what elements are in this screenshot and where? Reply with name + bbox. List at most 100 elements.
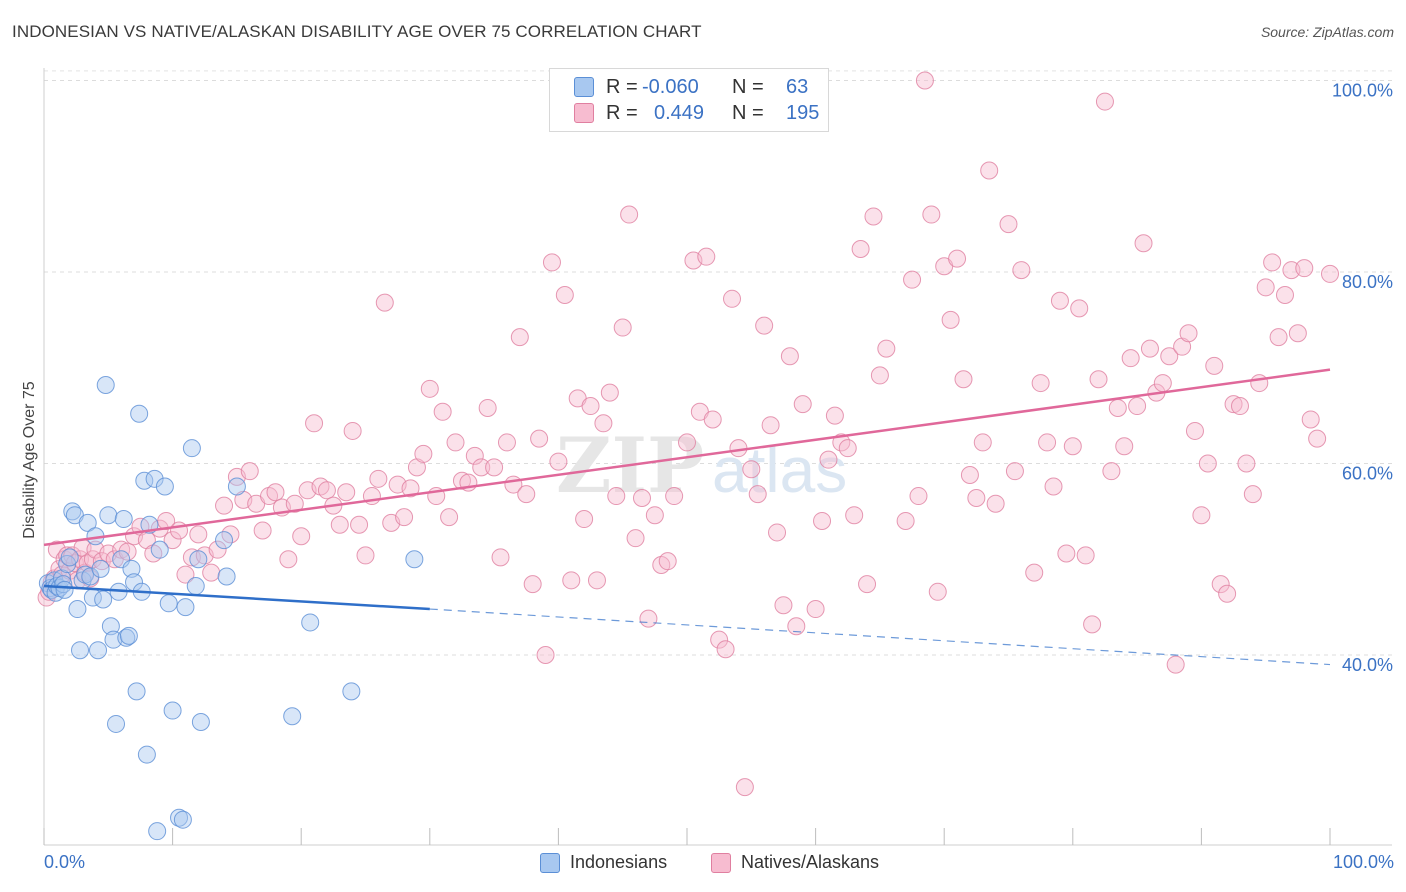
correlation-legend: R = -0.060 N = 63 R = 0.449 N = 195 — [549, 68, 829, 132]
native-point — [1211, 575, 1230, 594]
watermark-atlas: atlas — [712, 434, 847, 506]
native-point — [710, 630, 729, 649]
native-point — [1301, 410, 1320, 429]
native-point — [620, 205, 639, 224]
indonesian-point — [342, 682, 361, 701]
source-label: Source: ZipAtlas.com — [1260, 24, 1394, 40]
native-point — [665, 487, 684, 506]
native-point — [517, 485, 536, 504]
native-point — [600, 383, 619, 402]
native-point — [658, 552, 677, 571]
legend-row-indonesians: R = -0.060 N = 63 — [574, 75, 808, 99]
native-point — [1089, 370, 1108, 389]
native-point — [819, 450, 838, 469]
native-point — [1218, 584, 1237, 603]
indonesian-point — [155, 477, 174, 496]
native-point — [915, 71, 934, 90]
native-point — [555, 285, 574, 304]
indonesian-point — [96, 375, 115, 394]
x-tick-right: 100.0% — [1332, 852, 1394, 872]
native-point — [703, 410, 722, 429]
native-point — [305, 414, 324, 433]
native-point — [838, 439, 857, 458]
native-point — [587, 571, 606, 590]
native-point — [375, 293, 394, 312]
native-point — [729, 439, 748, 458]
indonesian-point — [145, 469, 164, 488]
native-point — [440, 508, 459, 527]
native-point — [980, 161, 999, 180]
native-point — [215, 496, 234, 515]
native-point — [1025, 563, 1044, 582]
native-point — [870, 366, 889, 385]
indonesian-point — [182, 439, 201, 458]
native-point — [118, 542, 137, 561]
native-point — [1179, 324, 1198, 343]
native-point — [1070, 299, 1089, 318]
indonesian-point — [173, 810, 192, 829]
native-point — [1275, 285, 1294, 304]
series-legend: Indonesians Natives/Alaskans — [0, 852, 1406, 876]
native-point — [999, 215, 1018, 234]
indonesian-point — [78, 513, 97, 532]
native-point — [877, 339, 896, 358]
native-point — [1269, 328, 1288, 347]
native-point — [1057, 544, 1076, 563]
y-tick-label: 40.0% — [1342, 655, 1393, 675]
indonesian-point — [117, 628, 136, 647]
chart-title: INDONESIAN VS NATIVE/ALASKAN DISABILITY … — [12, 22, 702, 41]
legend-n-label: N = — [732, 75, 764, 98]
native-point — [575, 510, 594, 529]
native-point — [343, 421, 362, 440]
legend-swatch-natives — [574, 103, 594, 123]
indonesian-point — [119, 626, 138, 645]
native-point — [530, 429, 549, 448]
trendline-natives — [43, 368, 1331, 547]
native-point — [1192, 506, 1211, 525]
native-point — [813, 511, 832, 530]
indonesian-point — [68, 600, 87, 619]
indonesian-point — [137, 745, 156, 764]
native-point — [1224, 395, 1243, 414]
native-point — [1128, 397, 1147, 416]
native-point — [1140, 339, 1159, 358]
trendline-indonesians-extension — [429, 608, 1331, 666]
native-point — [607, 487, 626, 506]
native-point — [330, 515, 349, 534]
native-point — [768, 523, 787, 542]
series-swatch-indonesians — [540, 852, 560, 873]
native-point — [967, 488, 986, 507]
native-point — [395, 508, 414, 527]
native-point — [639, 609, 658, 628]
native-point — [774, 596, 793, 615]
native-point — [1250, 374, 1269, 393]
indonesian-point — [99, 506, 118, 525]
native-point — [1115, 437, 1134, 456]
native-point — [1153, 374, 1172, 393]
native-point — [253, 521, 272, 540]
indonesian-point — [55, 580, 74, 599]
native-point — [1308, 429, 1327, 448]
indonesian-point — [217, 567, 236, 586]
indonesian-point — [148, 822, 167, 841]
native-point — [632, 488, 651, 507]
y-tick-label: 80.0% — [1342, 272, 1393, 292]
native-point — [594, 414, 613, 433]
native-point — [748, 485, 767, 504]
legend-r-value: 0.449 — [654, 101, 705, 124]
native-point — [581, 397, 600, 416]
indonesian-point — [89, 641, 108, 660]
native-point — [1166, 655, 1185, 674]
native-point — [1108, 398, 1127, 417]
native-point — [549, 452, 568, 471]
native-point — [825, 406, 844, 425]
legend-swatch-indonesians — [574, 77, 594, 97]
trendline-indonesians — [43, 584, 430, 611]
native-point — [1263, 253, 1282, 272]
native-point — [909, 487, 928, 506]
native-point — [780, 347, 799, 366]
native-point — [896, 511, 915, 530]
indonesian-point — [283, 707, 302, 726]
indonesian-point — [107, 714, 126, 733]
